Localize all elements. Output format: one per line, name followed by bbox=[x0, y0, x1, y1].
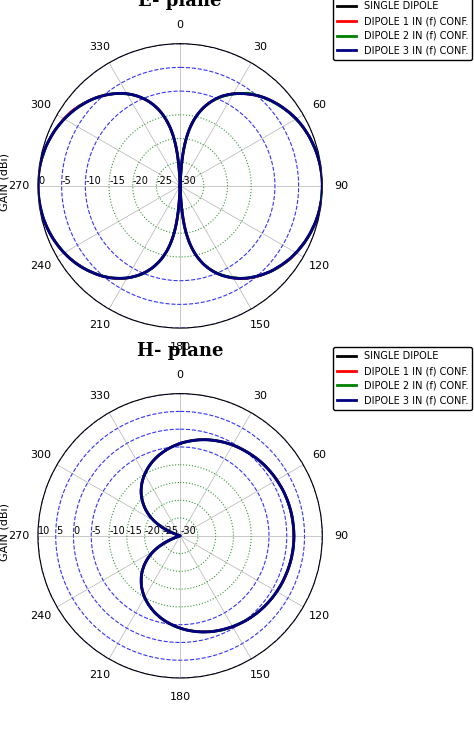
Title: H- plane: H- plane bbox=[137, 342, 223, 360]
Legend: SINGLE DIPOLE, DIPOLE 1 IN (f) CONF., DIPOLE 2 IN (f) CONF., DIPOLE 3 IN (f) CON: SINGLE DIPOLE, DIPOLE 1 IN (f) CONF., DI… bbox=[333, 347, 473, 410]
Legend: SINGLE DIPOLE, DIPOLE 1 IN (f) CONF., DIPOLE 2 IN (f) CONF., DIPOLE 3 IN (f) CON: SINGLE DIPOLE, DIPOLE 1 IN (f) CONF., DI… bbox=[333, 0, 473, 60]
Title: E- plane: E- plane bbox=[138, 0, 222, 10]
Text: GAIN (dBi): GAIN (dBi) bbox=[0, 153, 10, 211]
Text: GAIN (dBi): GAIN (dBi) bbox=[0, 503, 10, 561]
